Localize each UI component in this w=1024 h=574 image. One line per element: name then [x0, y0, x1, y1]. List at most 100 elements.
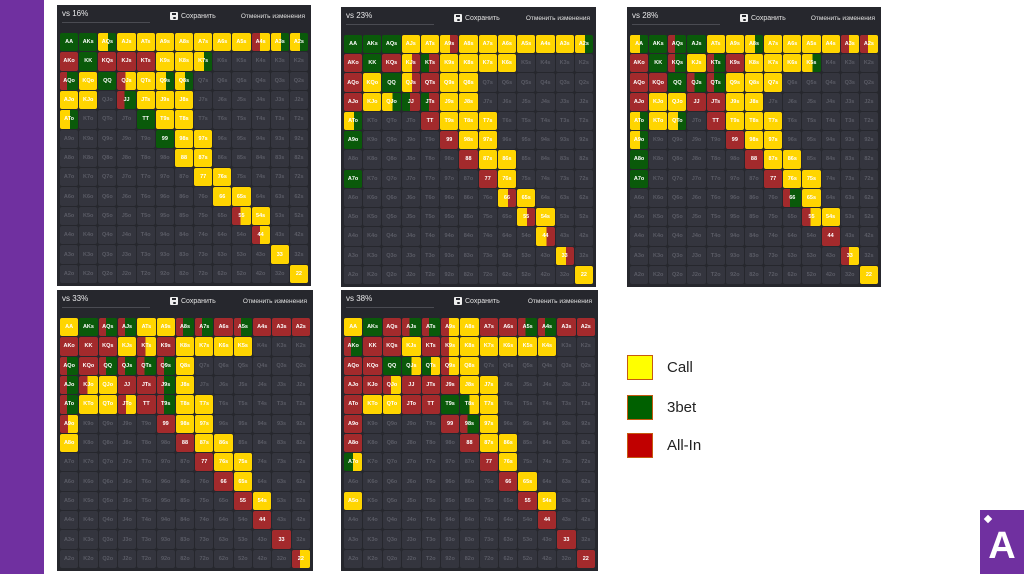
hand-cell-A3s[interactable]: A3s [557, 318, 576, 337]
hand-cell-Q7o[interactable]: Q7o [98, 168, 117, 187]
hand-cell-64s[interactable]: 64s [536, 188, 555, 208]
hand-cell-A6s[interactable]: A6s [213, 33, 232, 52]
hand-cell-T3o[interactable]: T3o [137, 530, 156, 549]
hand-cell-T8o[interactable]: T8o [136, 148, 155, 168]
hand-cell-A8s[interactable]: A8s [460, 318, 479, 337]
hand-cell-T3o[interactable]: T3o [421, 530, 440, 549]
hand-cell-84s[interactable]: 84s [253, 433, 272, 453]
hand-cell-T6o[interactable]: T6o [706, 188, 725, 208]
hand-cell-A7o[interactable]: A7o [60, 168, 79, 187]
hand-cell-82s[interactable]: 82s [291, 433, 310, 453]
hand-cell-QTs[interactable]: QTs [706, 73, 725, 92]
hand-cell-92s[interactable]: 92s [291, 414, 310, 433]
hand-cell-99[interactable]: 99 [440, 131, 459, 150]
hand-cell-53s[interactable]: 53s [270, 206, 289, 226]
hand-cell-54o[interactable]: 54o [232, 226, 251, 245]
hand-cell-ATs[interactable]: ATs [137, 318, 156, 337]
hand-cell-KQs[interactable]: KQs [668, 54, 687, 73]
hand-cell-A5o[interactable]: A5o [60, 206, 79, 226]
hand-cell-T7s[interactable]: T7s [764, 111, 783, 131]
hand-cell-K3o[interactable]: K3o [79, 245, 98, 264]
hand-cell-77[interactable]: 77 [194, 168, 213, 187]
hand-cell-Q9o[interactable]: Q9o [98, 129, 117, 148]
hand-cell-97o[interactable]: 97o [725, 169, 744, 188]
hand-cell-K5s[interactable]: K5s [518, 337, 537, 356]
hand-cell-J2o[interactable]: J2o [117, 549, 137, 568]
hand-cell-KQs[interactable]: KQs [98, 337, 117, 356]
hand-cell-98s[interactable]: 98s [174, 129, 194, 148]
hand-cell-A7s[interactable]: A7s [479, 318, 499, 337]
hand-cell-K2s[interactable]: K2s [289, 52, 308, 71]
hand-cell-Q5s[interactable]: Q5s [232, 71, 251, 90]
hand-cell-J4s[interactable]: J4s [253, 375, 272, 395]
hand-cell-52o[interactable]: 52o [232, 264, 251, 283]
hand-cell-A8s[interactable]: A8s [174, 33, 194, 52]
hand-cell-92s[interactable]: 92s [576, 414, 595, 433]
hand-cell-64o[interactable]: 64o [497, 227, 517, 246]
hand-cell-43s[interactable]: 43s [270, 226, 289, 245]
hand-cell-82s[interactable]: 82s [289, 148, 308, 168]
hand-cell-32o[interactable]: 32o [840, 265, 859, 284]
hand-cell-J3s[interactable]: J3s [555, 92, 574, 111]
hand-cell-65s[interactable]: 65s [802, 188, 821, 208]
hand-cell-43o[interactable]: 43o [821, 246, 840, 265]
hand-cell-65o[interactable]: 65o [214, 491, 233, 511]
hand-cell-T3o[interactable]: T3o [420, 246, 440, 265]
hand-cell-QJo[interactable]: QJo [382, 92, 401, 111]
hand-cell-K9o[interactable]: K9o [649, 131, 668, 150]
hand-cell-KJo[interactable]: KJo [649, 92, 668, 111]
hand-cell-76o[interactable]: 76o [479, 472, 499, 491]
hand-cell-42o[interactable]: 42o [536, 265, 555, 284]
hand-cell-43o[interactable]: 43o [536, 246, 555, 265]
hand-cell-A2o[interactable]: A2o [60, 549, 79, 568]
hand-cell-63o[interactable]: 63o [499, 530, 518, 549]
hand-cell-A2o[interactable]: A2o [344, 265, 363, 284]
hand-cell-Q5o[interactable]: Q5o [98, 206, 117, 226]
hand-cell-63s[interactable]: 63s [555, 188, 574, 208]
hand-cell-86s[interactable]: 86s [214, 433, 233, 453]
hand-cell-T2s[interactable]: T2s [576, 395, 595, 414]
hand-cell-A5o[interactable]: A5o [60, 491, 79, 511]
hand-cell-93s[interactable]: 93s [272, 414, 291, 433]
hand-cell-76s[interactable]: 76s [783, 169, 802, 188]
hand-cell-Q2o[interactable]: Q2o [98, 264, 117, 283]
hand-cell-T8o[interactable]: T8o [137, 433, 156, 453]
hand-cell-76o[interactable]: 76o [194, 187, 213, 206]
hand-cell-JTs[interactable]: JTs [421, 375, 440, 395]
hand-cell-T7o[interactable]: T7o [136, 168, 155, 187]
hand-cell-65s[interactable]: 65s [233, 472, 253, 491]
hand-cell-32s[interactable]: 32s [291, 530, 310, 549]
hand-cell-A2o[interactable]: A2o [630, 265, 649, 284]
hand-cell-Q9s[interactable]: Q9s [725, 73, 744, 92]
hand-cell-A9o[interactable]: A9o [344, 131, 363, 150]
hand-cell-53o[interactable]: 53o [233, 530, 253, 549]
hand-cell-A3o[interactable]: A3o [60, 530, 79, 549]
hand-cell-A3o[interactable]: A3o [630, 246, 649, 265]
hand-cell-A6s[interactable]: A6s [499, 318, 518, 337]
hand-cell-J9o[interactable]: J9o [402, 414, 421, 433]
hand-cell-K2o[interactable]: K2o [649, 265, 668, 284]
hand-cell-QJs[interactable]: QJs [687, 73, 706, 92]
hand-cell-54s[interactable]: 54s [253, 491, 272, 511]
hand-cell-96o[interactable]: 96o [440, 188, 459, 208]
hand-cell-AJo[interactable]: AJo [344, 92, 363, 111]
hand-cell-K7o[interactable]: K7o [79, 168, 98, 187]
hand-cell-T5o[interactable]: T5o [136, 206, 155, 226]
hand-cell-84o[interactable]: 84o [460, 511, 479, 530]
hand-cell-Q2o[interactable]: Q2o [382, 265, 401, 284]
hand-cell-K9o[interactable]: K9o [363, 414, 382, 433]
hand-cell-73s[interactable]: 73s [272, 453, 291, 472]
hand-cell-K9o[interactable]: K9o [79, 414, 98, 433]
hand-cell-AKs[interactable]: AKs [79, 318, 98, 337]
hand-cell-QTo[interactable]: QTo [382, 111, 401, 131]
hand-cell-96s[interactable]: 96s [499, 414, 518, 433]
hand-cell-86s[interactable]: 86s [497, 150, 517, 169]
hand-cell-93o[interactable]: 93o [156, 530, 175, 549]
hand-cell-97o[interactable]: 97o [155, 168, 174, 187]
hand-cell-A6o[interactable]: A6o [60, 187, 79, 206]
hand-cell-43s[interactable]: 43s [557, 511, 576, 530]
hand-cell-96o[interactable]: 96o [440, 472, 460, 491]
hand-cell-54o[interactable]: 54o [517, 227, 536, 246]
hand-cell-98o[interactable]: 98o [155, 148, 174, 168]
hand-cell-AJo[interactable]: AJo [630, 92, 649, 111]
